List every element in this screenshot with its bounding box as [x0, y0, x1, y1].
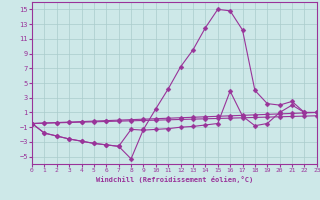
- X-axis label: Windchill (Refroidissement éolien,°C): Windchill (Refroidissement éolien,°C): [96, 176, 253, 183]
